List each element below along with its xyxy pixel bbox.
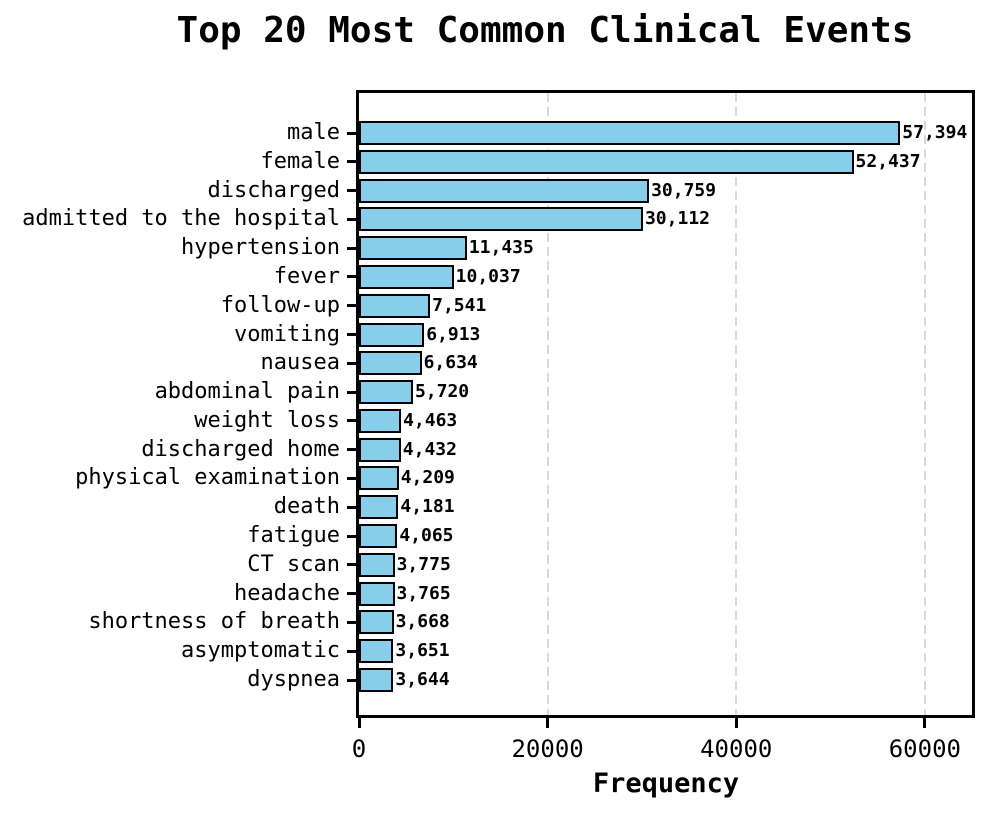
bar [359, 408, 402, 433]
category-label: asymptomatic [181, 638, 340, 664]
bar-value-label: 4,463 [403, 409, 458, 431]
bar [359, 351, 422, 376]
bar-value-label: 4,209 [400, 467, 455, 489]
bar [359, 149, 854, 174]
bar-value-label: 5,720 [414, 381, 470, 403]
category-label: weight loss [194, 407, 340, 433]
bar-value-label: 3,765 [396, 582, 451, 604]
bar-value-label: 4,432 [402, 438, 457, 460]
x-axis-label: Frequency [592, 768, 740, 799]
category-label: hypertension [181, 235, 340, 261]
category-label: male [287, 120, 340, 145]
y-tick [347, 505, 356, 509]
bar [359, 437, 401, 462]
x-tick-label: 60000 [888, 735, 961, 763]
category-label: female [260, 148, 340, 174]
y-tick [347, 131, 356, 135]
y-tick [347, 534, 356, 538]
bar [359, 322, 425, 347]
x-tick [546, 718, 550, 728]
bar [359, 466, 399, 491]
x-tick-label: 0 [351, 735, 367, 763]
y-tick [347, 419, 356, 423]
gridline [546, 93, 549, 715]
x-tick [734, 718, 738, 728]
category-label: abdominal pain [154, 379, 340, 405]
category-label: follow-up [220, 292, 340, 318]
bar-value-label: 11,435 [468, 237, 534, 259]
bar-value-label: 6,913 [426, 323, 481, 345]
bar-value-label: 52,437 [855, 150, 921, 172]
y-tick [347, 246, 356, 250]
plot-area: 57,394 52,437 30,759 30,112 11,435 10,037 7,54… [356, 90, 975, 718]
x-tick-label: 20000 [511, 735, 584, 763]
bar-value-label: 3,668 [395, 611, 450, 633]
bar [359, 639, 394, 664]
y-tick [347, 217, 356, 221]
bar [359, 121, 901, 145]
bar [359, 293, 431, 318]
y-tick [347, 390, 356, 394]
x-tick [923, 718, 927, 728]
bar-value-label: 10,037 [455, 265, 521, 287]
category-label: death [273, 494, 340, 520]
y-tick [347, 563, 356, 567]
category-label: nausea [260, 350, 340, 376]
y-tick [347, 361, 356, 365]
bar-value-label: 3,651 [395, 640, 450, 662]
bar-value-label: 4,065 [399, 525, 454, 547]
category-label: shortness of breath [88, 609, 340, 635]
bar [359, 207, 643, 232]
category-label: CT scan [247, 551, 340, 577]
y-tick [347, 448, 356, 452]
y-tick [347, 275, 356, 279]
x-tick [357, 718, 361, 728]
y-tick [347, 160, 356, 164]
bar-value-label: 30,759 [651, 179, 717, 201]
bar-value-label: 4,181 [400, 496, 455, 518]
bar [359, 380, 413, 405]
category-label: admitted to the hospital [22, 206, 340, 232]
gridline [923, 93, 926, 715]
y-tick [347, 649, 356, 653]
bar [359, 495, 399, 520]
bar-value-label: 3,644 [395, 669, 450, 690]
bar [359, 610, 394, 635]
x-tick-label: 40000 [700, 735, 773, 763]
chart-title: Top 20 Most Common Clinical Events [176, 10, 914, 51]
bar [359, 236, 467, 261]
category-label: fever [273, 263, 340, 289]
gridline [735, 93, 738, 715]
category-label: fatigue [247, 523, 340, 549]
y-tick [347, 620, 356, 624]
bar [359, 668, 394, 692]
category-label: dyspnea [247, 667, 340, 692]
y-tick [347, 592, 356, 596]
category-label: physical examination [75, 465, 340, 491]
bar-value-label: 57,394 [902, 122, 968, 143]
bar [359, 524, 398, 549]
bar [359, 264, 454, 289]
y-tick [347, 333, 356, 337]
bar-value-label: 7,541 [432, 294, 487, 316]
y-tick [347, 304, 356, 308]
category-label: vomiting [234, 321, 340, 347]
y-tick [347, 476, 356, 480]
bar-value-label: 3,775 [396, 553, 451, 575]
category-label: discharged [207, 177, 340, 203]
y-tick [347, 189, 356, 193]
category-label: discharged home [141, 436, 340, 462]
category-label: headache [234, 580, 340, 606]
y-tick [347, 678, 356, 682]
bar [359, 178, 650, 203]
bar [359, 581, 395, 606]
bar-value-label: 6,634 [423, 352, 478, 374]
bar [359, 552, 395, 577]
bar-value-label: 30,112 [644, 208, 710, 230]
